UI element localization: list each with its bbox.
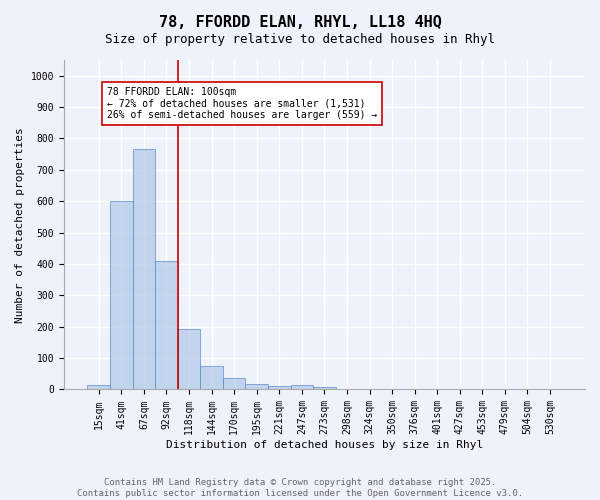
Bar bbox=[313, 387, 335, 390]
Text: 78 FFORDD ELAN: 100sqm
← 72% of detached houses are smaller (1,531)
26% of semi-: 78 FFORDD ELAN: 100sqm ← 72% of detached… bbox=[107, 86, 377, 120]
Bar bbox=[290, 386, 313, 390]
Text: Contains HM Land Registry data © Crown copyright and database right 2025.
Contai: Contains HM Land Registry data © Crown c… bbox=[77, 478, 523, 498]
Text: Size of property relative to detached houses in Rhyl: Size of property relative to detached ho… bbox=[105, 32, 495, 46]
Bar bbox=[335, 388, 358, 390]
Bar bbox=[133, 149, 155, 390]
Bar bbox=[88, 386, 110, 390]
Bar bbox=[200, 366, 223, 390]
Bar bbox=[223, 378, 245, 390]
Bar bbox=[155, 260, 178, 390]
Bar bbox=[178, 329, 200, 390]
Bar bbox=[245, 384, 268, 390]
Y-axis label: Number of detached properties: Number of detached properties bbox=[15, 127, 25, 322]
X-axis label: Distribution of detached houses by size in Rhyl: Distribution of detached houses by size … bbox=[166, 440, 483, 450]
Bar bbox=[268, 386, 290, 390]
Text: 78, FFORDD ELAN, RHYL, LL18 4HQ: 78, FFORDD ELAN, RHYL, LL18 4HQ bbox=[158, 15, 442, 30]
Bar bbox=[110, 201, 133, 390]
